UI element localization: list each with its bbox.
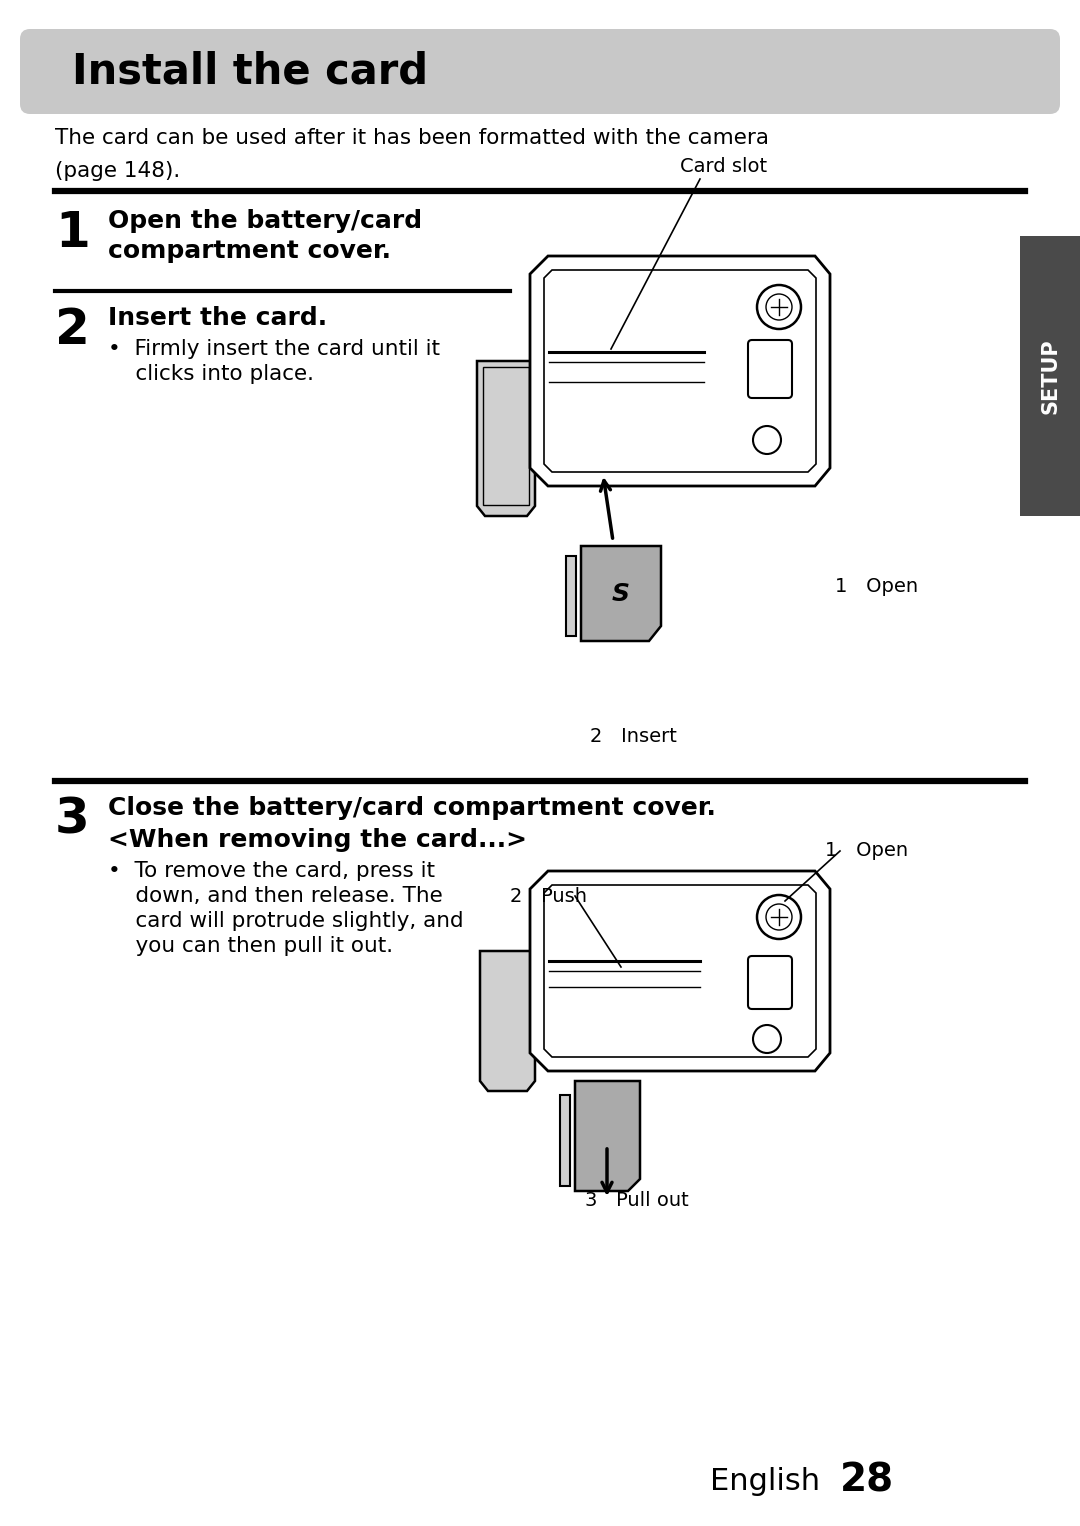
Text: card will protrude slightly, and: card will protrude slightly, and [108, 911, 463, 931]
Polygon shape [530, 871, 831, 1071]
Text: down, and then release. The: down, and then release. The [108, 887, 443, 906]
Text: 1   Open: 1 Open [835, 577, 918, 595]
Polygon shape [561, 1096, 570, 1186]
Text: clicks into place.: clicks into place. [108, 365, 314, 385]
Text: 1: 1 [55, 209, 90, 256]
Text: 2   Insert: 2 Insert [590, 726, 677, 746]
Polygon shape [477, 362, 535, 516]
Text: •  Firmly insert the card until it: • Firmly insert the card until it [108, 339, 440, 359]
Text: English: English [710, 1466, 820, 1495]
Polygon shape [530, 256, 831, 485]
Text: Install the card: Install the card [72, 50, 428, 93]
Text: <When removing the card...>: <When removing the card...> [108, 829, 527, 852]
Text: 2   Push: 2 Push [510, 887, 588, 905]
Text: Close the battery/card compartment cover.: Close the battery/card compartment cover… [108, 797, 716, 819]
Polygon shape [581, 546, 661, 641]
Polygon shape [575, 1080, 640, 1190]
Text: Open the battery/card: Open the battery/card [108, 209, 422, 233]
Polygon shape [566, 555, 576, 636]
Text: you can then pull it out.: you can then pull it out. [108, 935, 393, 955]
Text: The card can be used after it has been formatted with the camera: The card can be used after it has been f… [55, 128, 769, 148]
Text: 3: 3 [55, 797, 90, 844]
FancyBboxPatch shape [748, 340, 792, 398]
Text: S: S [612, 581, 630, 606]
FancyBboxPatch shape [21, 29, 1059, 114]
FancyBboxPatch shape [748, 955, 792, 1009]
Bar [1020, 237, 1080, 516]
Text: compartment cover.: compartment cover. [108, 240, 391, 262]
Polygon shape [480, 951, 535, 1091]
Text: 28: 28 [840, 1462, 894, 1500]
Text: •  To remove the card, press it: • To remove the card, press it [108, 861, 435, 881]
Text: Card slot: Card slot [680, 157, 767, 175]
Text: Insert the card.: Insert the card. [108, 307, 327, 330]
Text: (page 148).: (page 148). [55, 162, 180, 182]
Text: 1   Open: 1 Open [825, 841, 908, 861]
Text: 2: 2 [55, 307, 90, 354]
Text: SETUP: SETUP [1040, 339, 1059, 414]
Text: 3   Pull out: 3 Pull out [585, 1192, 689, 1210]
